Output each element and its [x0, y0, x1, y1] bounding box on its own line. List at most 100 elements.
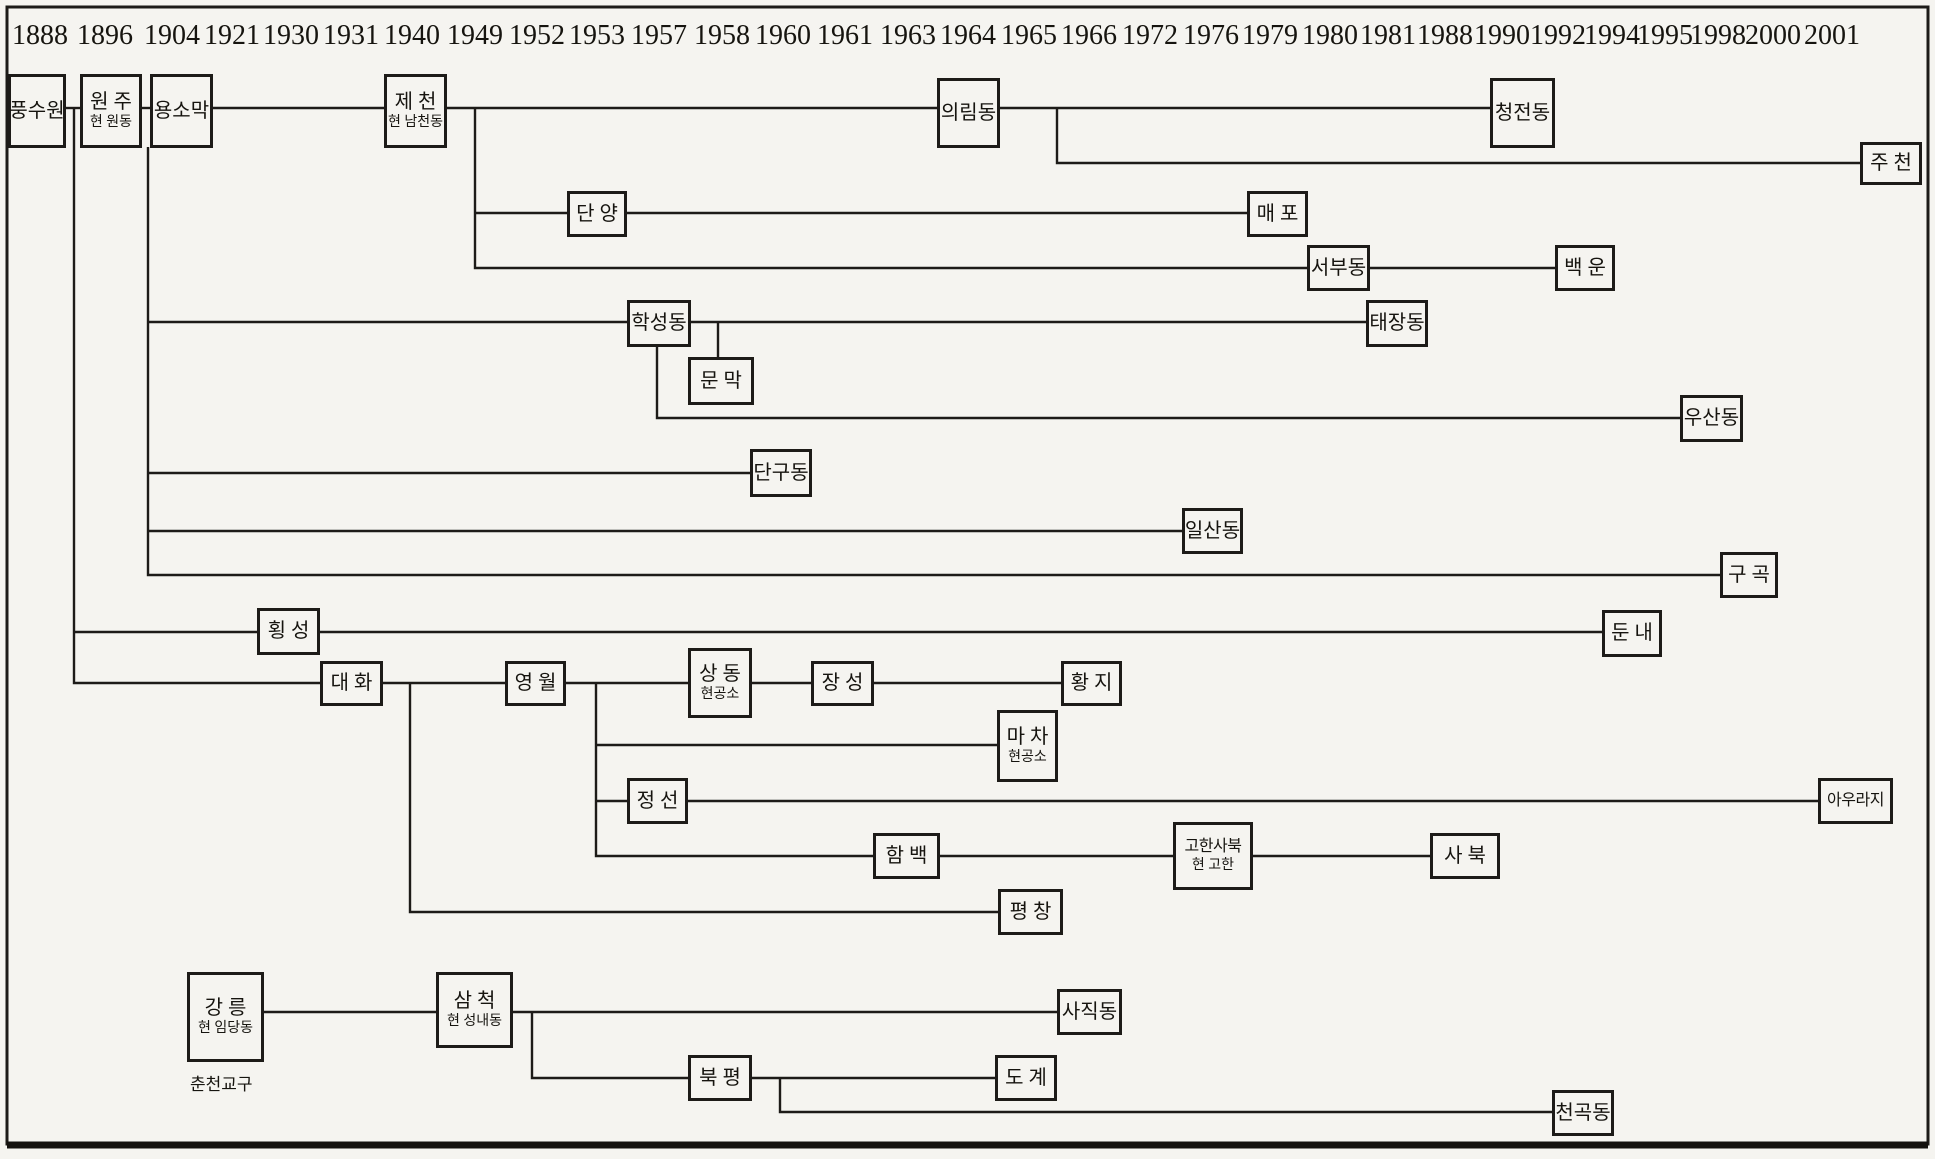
- connector-line: [778, 1078, 1552, 1114]
- year-label: 1966: [1061, 20, 1117, 51]
- year-label: 1953: [569, 20, 625, 51]
- parish-box-baegun: 백 운: [1555, 245, 1615, 291]
- parish-name: 장 성: [821, 672, 864, 694]
- parish-box-dangudong: 단구동: [750, 449, 812, 497]
- parish-box-sangdong: 상 동 현공소: [688, 648, 752, 718]
- parish-name: 용소막: [153, 99, 210, 122]
- parish-name: 단 양: [576, 202, 618, 225]
- year-label: 1988: [1417, 20, 1473, 51]
- parish-current-name: 현공소: [700, 687, 740, 702]
- parish-name: 횡 성: [267, 620, 310, 642]
- year-label: 1931: [323, 20, 379, 51]
- parish-name: 우산동: [1683, 407, 1740, 429]
- parish-name: 매 포: [1256, 202, 1299, 225]
- parish-box-yongsomak: 용소막: [150, 74, 213, 148]
- year-label: 1904: [144, 20, 200, 51]
- connector-line: [530, 1012, 688, 1080]
- parish-name: 평 창: [1009, 900, 1052, 923]
- parish-name: 강 릉: [204, 997, 247, 1019]
- parish-name: 청전동: [1494, 101, 1551, 124]
- parish-box-uirimdong: 의림동: [937, 78, 1000, 148]
- connector-line: [655, 347, 1680, 420]
- parish-name: 단구동: [753, 461, 809, 484]
- parish-box-seobudong: 서부동: [1307, 245, 1370, 291]
- parish-box-gugok: 구 곡: [1720, 552, 1778, 598]
- year-label: 1979: [1242, 20, 1298, 51]
- parish-current-name: 현 성내동: [446, 1014, 503, 1029]
- year-label: 1976: [1183, 20, 1239, 51]
- year-label: 1998: [1690, 20, 1746, 51]
- parish-box-hwangji: 황 지: [1061, 661, 1122, 706]
- parish-box-dunnae: 둔 내: [1602, 610, 1662, 657]
- parish-box-pyeongchang: 평 창: [998, 889, 1063, 935]
- parish-name: 고한사북: [1184, 838, 1242, 856]
- year-label: 1992: [1530, 20, 1586, 51]
- year-label: 1981: [1360, 20, 1416, 51]
- parish-name: 아우라지: [1827, 791, 1884, 809]
- year-label: 2001: [1804, 20, 1860, 51]
- parish-name: 마 차: [1006, 726, 1049, 748]
- year-label: 2000: [1745, 20, 1801, 51]
- year-label: 1965: [1001, 20, 1057, 51]
- year-label: 1949: [447, 20, 503, 51]
- parish-name: 의림동: [940, 101, 997, 124]
- parish-box-sabuk: 사 북: [1430, 833, 1500, 879]
- parish-box-jucheon: 주 천: [1860, 142, 1922, 185]
- parish-box-jeongseon: 정 선: [627, 778, 688, 824]
- year-label: 1972: [1122, 20, 1178, 51]
- parish-name: 일산동: [1184, 519, 1241, 542]
- parish-box-jangseong: 장 성: [811, 661, 874, 706]
- parish-box-cheongokdong: 천곡동: [1552, 1090, 1614, 1136]
- parish-name: 천곡동: [1555, 1101, 1611, 1124]
- parish-box-maepo: 매 포: [1247, 191, 1308, 237]
- parish-name: 풍수원: [9, 99, 65, 122]
- parish-name: 정 선: [636, 789, 679, 812]
- parish-name: 영 월: [514, 672, 557, 694]
- connector-line: [1055, 108, 1860, 165]
- parish-name: 사 북: [1444, 844, 1486, 867]
- parish-name: 학성동: [631, 312, 687, 334]
- parish-box-yeongwol: 영 월: [505, 661, 566, 706]
- parish-name: 구 곡: [1728, 563, 1770, 586]
- year-label: 1995: [1637, 20, 1693, 51]
- parish-name: 주 천: [1870, 152, 1912, 174]
- parish-name: 원 주: [90, 91, 132, 113]
- connector-line: [72, 108, 320, 685]
- parish-name: 서부동: [1310, 256, 1367, 279]
- parish-box-hoengseong: 횡 성: [257, 608, 320, 655]
- parish-box-munmak: 문 막: [688, 357, 754, 405]
- parish-name: 함 백: [885, 844, 928, 867]
- year-label: 1964: [940, 20, 996, 51]
- parish-name: 황 지: [1070, 672, 1113, 694]
- parish-box-hambaek: 함 백: [873, 833, 940, 879]
- parish-box-ilsandong: 일산동: [1182, 508, 1243, 554]
- parish-name: 백 운: [1564, 256, 1606, 279]
- diocese-note: 춘천교구: [190, 1075, 253, 1094]
- parish-name: 대 화: [330, 672, 373, 694]
- parish-box-pungsuwon: 풍수원: [8, 74, 66, 148]
- parish-current-name: 현 남천동: [387, 115, 444, 130]
- parish-name: 도 계: [1005, 1066, 1047, 1089]
- parish-current-name: 현 고한: [1191, 857, 1235, 873]
- parish-box-sajikdong: 사직동: [1057, 989, 1122, 1035]
- connector-line: [473, 108, 1307, 270]
- year-label: 1958: [694, 20, 750, 51]
- parish-name: 삼 척: [453, 990, 496, 1012]
- year-label: 1960: [755, 20, 811, 51]
- parish-name: 사직동: [1061, 1000, 1118, 1023]
- parish-current-name: 현 원동: [89, 115, 133, 130]
- connector-line: [594, 683, 873, 858]
- parish-current-name: 현 임당동: [197, 1021, 254, 1036]
- parish-box-bukpyeong: 북 평: [688, 1055, 752, 1101]
- year-label: 1930: [263, 20, 319, 51]
- year-label: 1994: [1584, 20, 1640, 51]
- parish-current-name: 현공소: [1008, 750, 1047, 765]
- parish-name: 태장동: [1369, 312, 1425, 334]
- parish-box-dogye: 도 계: [995, 1055, 1057, 1101]
